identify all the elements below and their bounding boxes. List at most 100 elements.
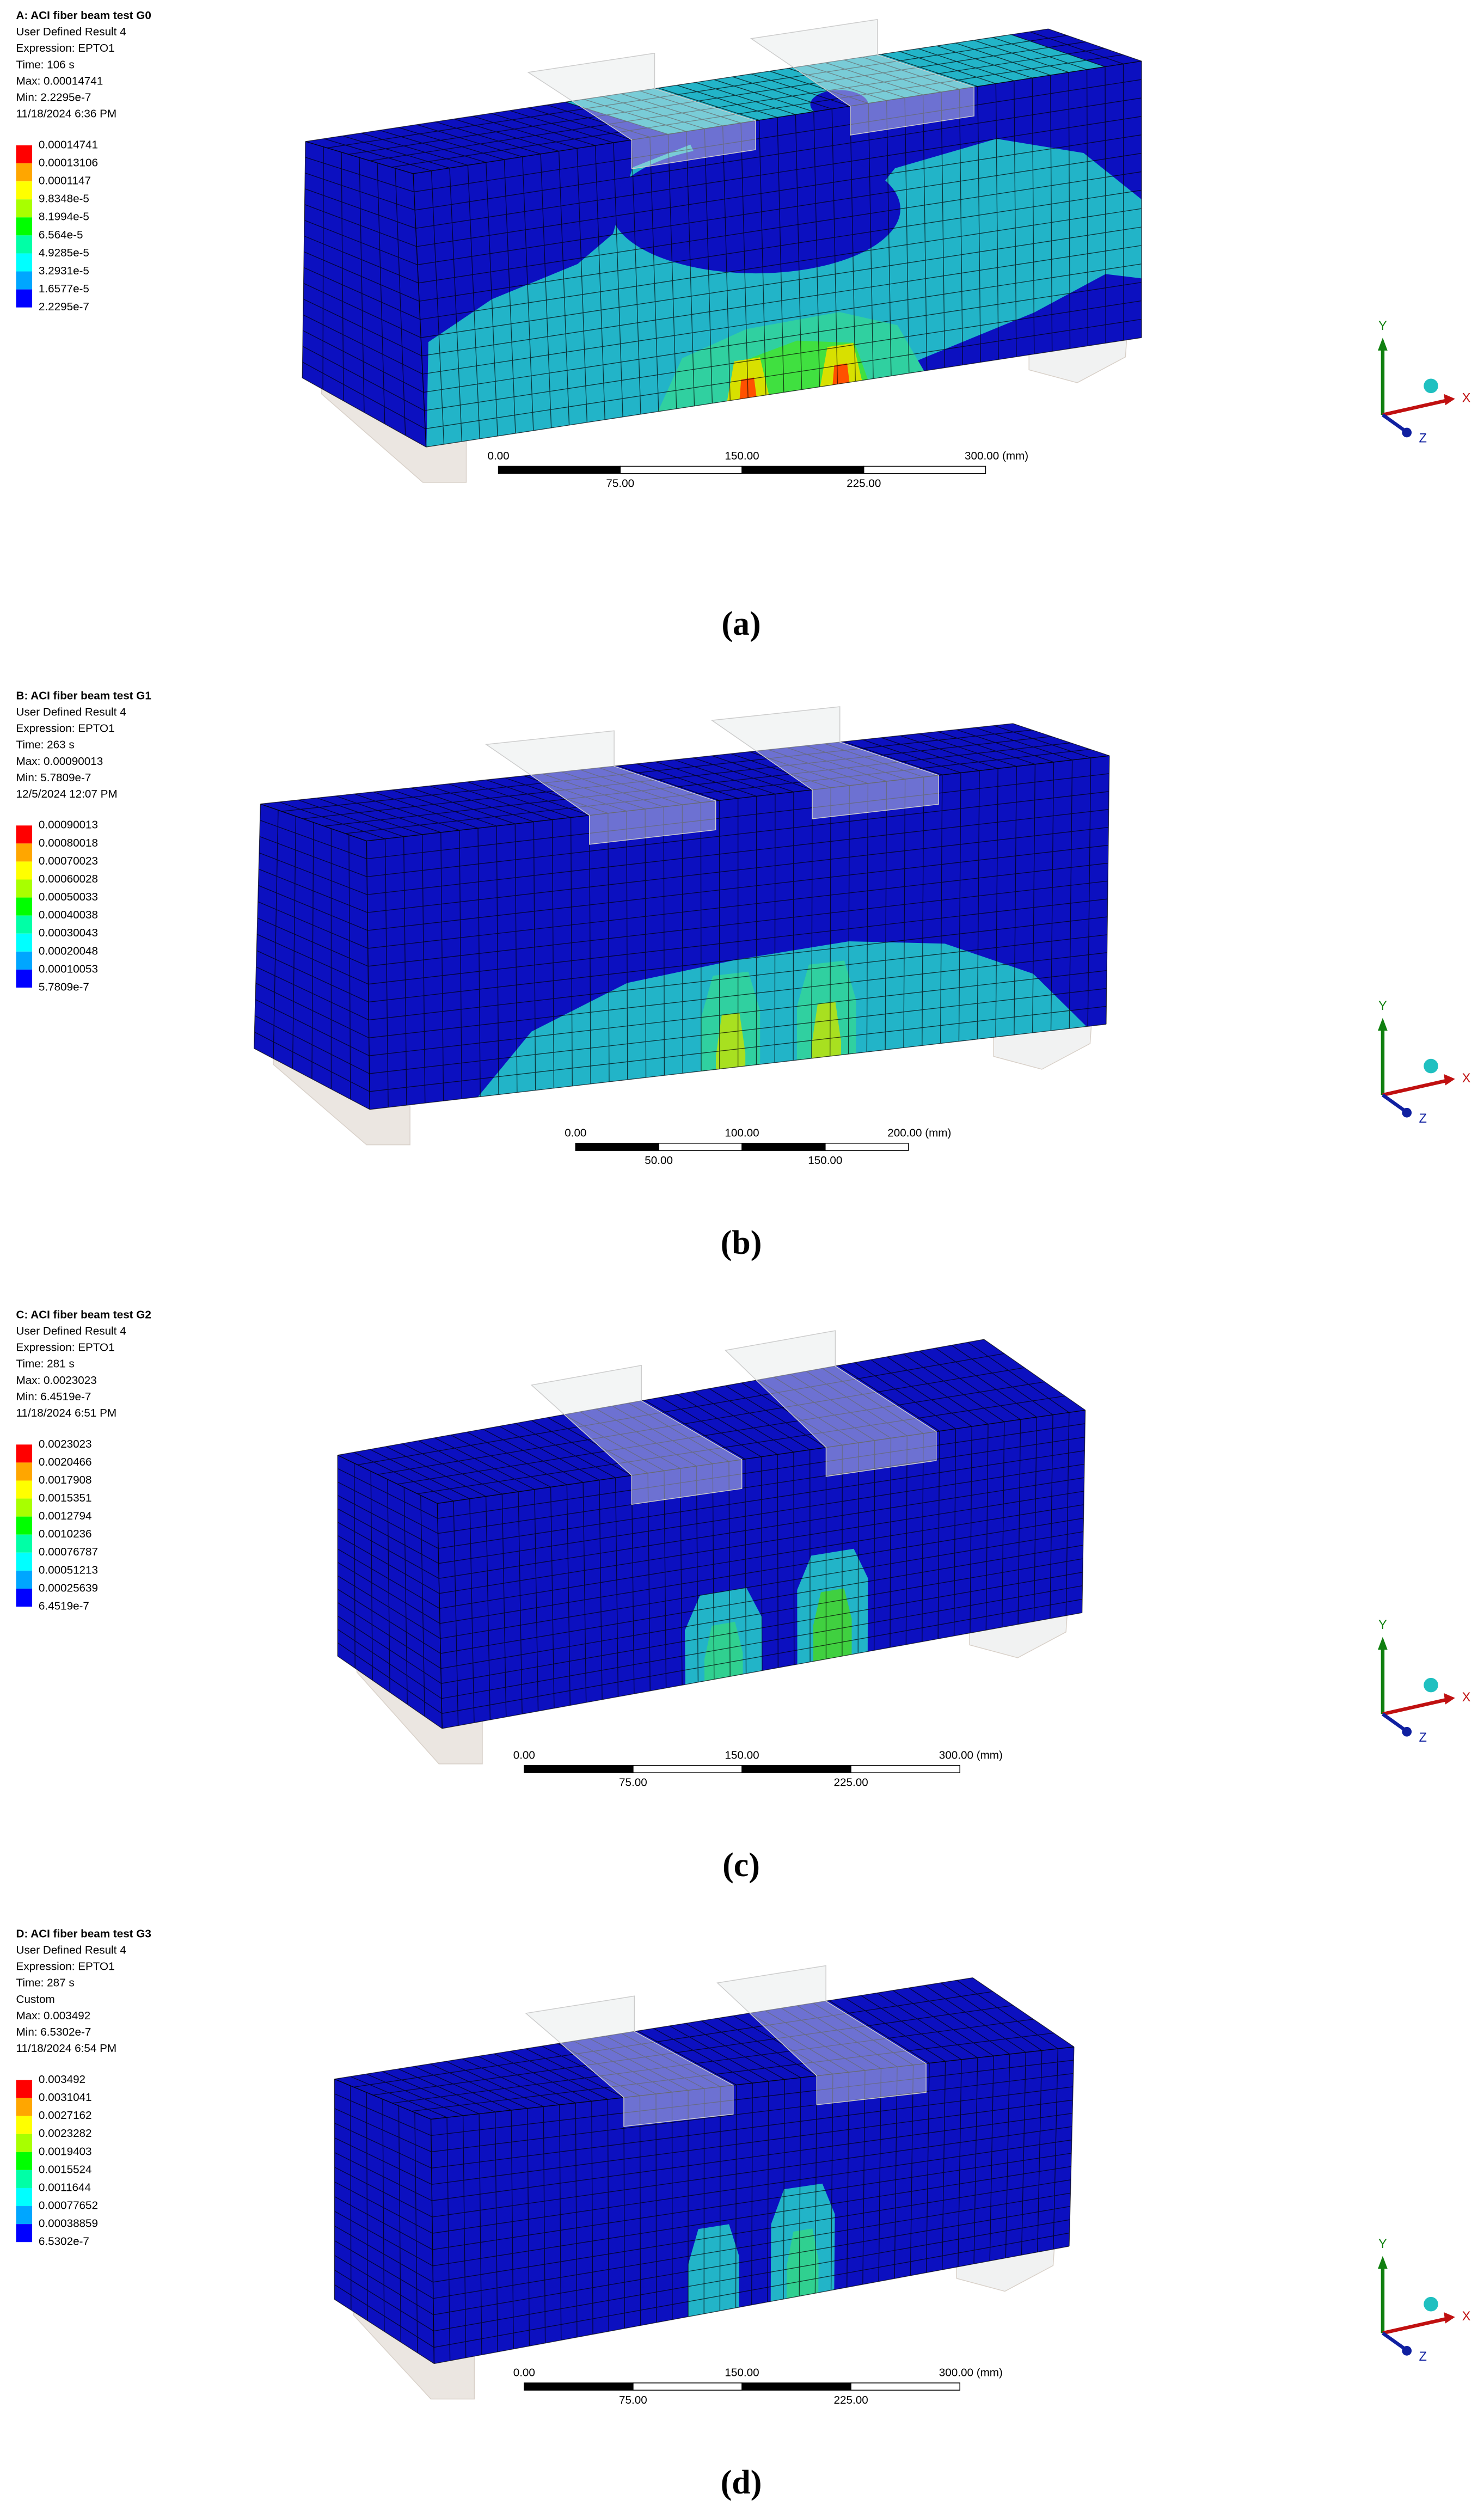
result-info: Min: 5.7809e-7: [16, 771, 91, 784]
support: [725, 1330, 937, 1477]
result-info: 11/18/2024 6:54 PM: [16, 2042, 117, 2055]
caption: (c): [722, 1847, 760, 1884]
contour: [786, 2228, 819, 2303]
legend-swatch: [16, 843, 33, 862]
triad-sphere: [1424, 1058, 1438, 1074]
scale-label: 150.00: [725, 1749, 759, 1762]
scale-segment: [620, 465, 743, 474]
scale-label: 0.00: [565, 1127, 586, 1139]
legend-label: 0.00077652: [39, 2199, 98, 2211]
legend-label: 0.0001147: [39, 175, 91, 187]
triad-arrow: [1378, 2256, 1388, 2269]
scale-label: 225.00: [833, 1776, 868, 1789]
legend-swatch: [16, 2080, 33, 2098]
legend-swatch: [16, 235, 33, 254]
legend-swatch: [16, 271, 33, 290]
triad-axis: [1382, 2331, 1407, 2351]
result-info: Max: 0.00014741: [16, 75, 103, 87]
legend-label: 0.0019403: [39, 2145, 92, 2158]
result-info: Time: 106 s: [16, 58, 75, 71]
legend-swatch: [16, 897, 33, 916]
result-info: Max: 0.003492: [16, 2010, 91, 2022]
legend-label: 0.00030043: [39, 927, 98, 939]
triad-sphere: [1424, 2296, 1438, 2312]
support: [716, 1965, 927, 2105]
result-info: Expression: EPTO1: [16, 42, 115, 54]
scale-label: 300.00 (mm): [965, 450, 1028, 462]
legend-swatch: [16, 2134, 33, 2152]
panel: C: ACI fiber beam test G2 User Defined Re…: [16, 1308, 1471, 1884]
legend-swatch: [16, 951, 33, 970]
scale-label: 225.00: [833, 2394, 868, 2406]
result-info: Min: 6.4519e-7: [16, 1390, 91, 1403]
triad-label: Z: [1419, 2350, 1427, 2364]
legend-label: 0.0031041: [39, 2091, 92, 2104]
legend-swatch: [16, 2224, 33, 2243]
legend-swatch: [16, 915, 33, 934]
legend-label: 2.2295e-7: [39, 301, 89, 313]
scale-segment: [863, 465, 986, 474]
legend-label: 8.1994e-5: [39, 211, 89, 223]
result-info: Expression: EPTO1: [16, 1341, 115, 1354]
triad-label: Y: [1378, 319, 1387, 333]
scale-label: 75.00: [619, 2394, 647, 2406]
legend-label: 0.00076787: [39, 1546, 98, 1558]
mesh: [334, 2079, 435, 2364]
legend-swatch: [16, 2188, 33, 2207]
triad-label: X: [1462, 391, 1471, 406]
triad-axis: [1382, 2317, 1448, 2335]
legend-label: 9.8348e-5: [39, 193, 89, 205]
result-title: A: ACI fiber beam test G0: [16, 9, 151, 22]
beam-end: [334, 2079, 434, 2364]
legend-swatch: [16, 199, 33, 218]
triad-label: Y: [1378, 1618, 1387, 1632]
result-info: User Defined Result 4: [16, 1325, 126, 1337]
scale-label: 150.00: [725, 450, 759, 462]
contour: [426, 138, 1142, 448]
scale-segment: [850, 2382, 960, 2391]
result-info: Time: 281 s: [16, 1358, 75, 1370]
result-info: Max: 0.0023023: [16, 1374, 97, 1387]
triad-axis: [1382, 413, 1407, 433]
legend-swatch: [16, 969, 33, 988]
scale-label: 200.00 (mm): [887, 1127, 951, 1139]
legend-label: 5.7809e-7: [39, 981, 89, 993]
legend-swatch: [16, 181, 33, 200]
scale-label: 100.00: [725, 1127, 759, 1139]
contour: [688, 2224, 739, 2321]
contours: [426, 138, 1142, 448]
mesh: [337, 1455, 443, 1729]
legend-label: 0.0027162: [39, 2109, 92, 2122]
legend-label: 0.00040038: [39, 909, 98, 921]
legend-label: 0.00060028: [39, 873, 98, 885]
legend-swatch: [16, 253, 33, 272]
result-info: 11/18/2024 6:51 PM: [16, 1407, 117, 1419]
legend-label: 3.2931e-5: [39, 265, 89, 277]
triad-label: Z: [1419, 1731, 1427, 1745]
result-info: 11/18/2024 6:36 PM: [16, 108, 117, 120]
legend-label: 0.00014741: [39, 138, 98, 151]
scale-segment: [741, 1143, 826, 1151]
scale-segment: [850, 1765, 960, 1773]
mesh: [302, 141, 427, 448]
triad-sphere: [1424, 1677, 1438, 1693]
caption: (a): [721, 605, 761, 642]
triad-label: Y: [1378, 999, 1387, 1013]
triad-axis: [1382, 1079, 1448, 1097]
scale-segment: [524, 1765, 634, 1773]
scale-segment: [741, 1765, 851, 1773]
panel: D: ACI fiber beam test G3 User Defined Re…: [16, 1927, 1471, 2501]
triad-tip: [1402, 427, 1412, 438]
result-title: D: ACI fiber beam test G3: [16, 1927, 151, 1940]
triad-arrow: [1444, 1693, 1455, 1705]
legend-swatch: [16, 2152, 33, 2170]
legend-label: 0.0017908: [39, 1474, 92, 1486]
result-title: C: ACI fiber beam test G2: [16, 1308, 151, 1321]
result-info: User Defined Result 4: [16, 1944, 126, 1956]
legend-swatch: [16, 1480, 33, 1499]
legend-label: 0.00070023: [39, 855, 98, 867]
support: [527, 52, 756, 169]
triad-axis: [1382, 1712, 1407, 1732]
legend-label: 0.00013106: [39, 157, 98, 169]
